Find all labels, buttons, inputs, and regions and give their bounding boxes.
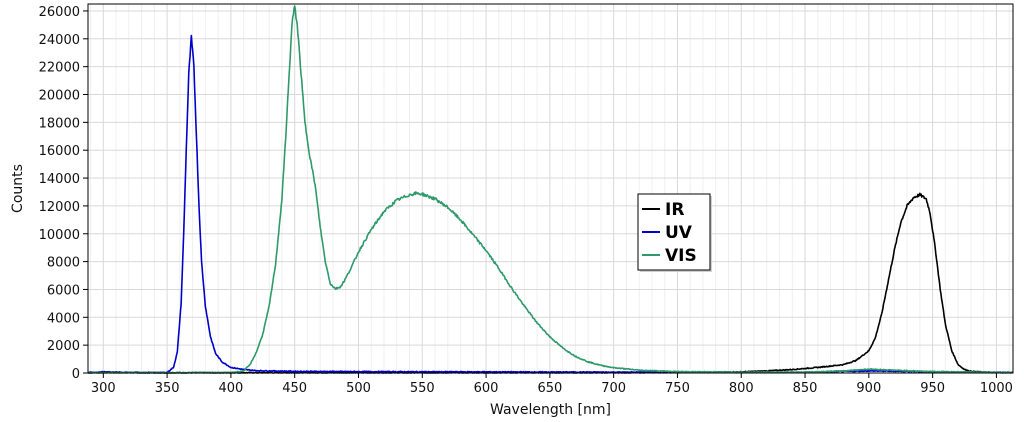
y-tick-label: 20000 [39,89,80,104]
x-tick-label: 750 [665,381,690,396]
x-tick-label: 550 [410,381,435,396]
x-axis-ticks: 300 350 400 450 500 550 600 650 700 750 800 850 900 9… [91,373,1013,396]
y-tick-label: 14000 [39,172,80,187]
y-tick-label: 10000 [39,228,80,243]
legend: IR UV VIS [637,193,712,272]
y-axis-title: Counts [10,164,26,213]
y-tick-label: 22000 [39,61,80,76]
y-tick-label: 16000 [39,144,80,159]
x-tick-label: 950 [920,381,945,396]
x-tick-label: 350 [155,381,180,396]
grid-lines [88,4,1013,374]
x-tick-label: 650 [537,381,562,396]
legend-label-uv: UV [665,223,693,243]
x-tick-label: 400 [218,381,243,396]
x-tick-label: 300 [91,381,116,396]
y-axis-ticks: 0 2000 4000 6000 8000 10000 12000 14000 16000 180… [39,5,88,382]
x-tick-label: 1000 [980,381,1013,396]
plot-frame [87,3,1014,374]
y-tick-label: 24000 [39,33,80,48]
series-line-uv [87,34,1014,374]
y-tick-label: 26000 [39,5,80,20]
legend-label-ir: IR [665,200,684,220]
x-tick-label: 900 [856,381,881,396]
y-tick-label: 2000 [47,339,80,354]
x-tick-label: 500 [346,381,371,396]
y-tick-label: 18000 [39,116,80,131]
x-tick-label: 850 [793,381,818,396]
y-tick-label: 4000 [47,311,80,326]
x-tick-label: 600 [474,381,499,396]
x-tick-label: 450 [282,381,307,396]
y-tick-label: 12000 [39,200,80,215]
y-tick-label: 0 [72,367,80,382]
series-line-vis [87,5,1014,374]
x-axis-title: Wavelength [nm] [490,402,611,418]
legend-label-vis: VIS [665,246,697,266]
y-tick-label: 8000 [47,256,80,271]
y-tick-label: 6000 [47,283,80,298]
x-tick-label: 800 [729,381,754,396]
x-tick-label: 700 [601,381,626,396]
